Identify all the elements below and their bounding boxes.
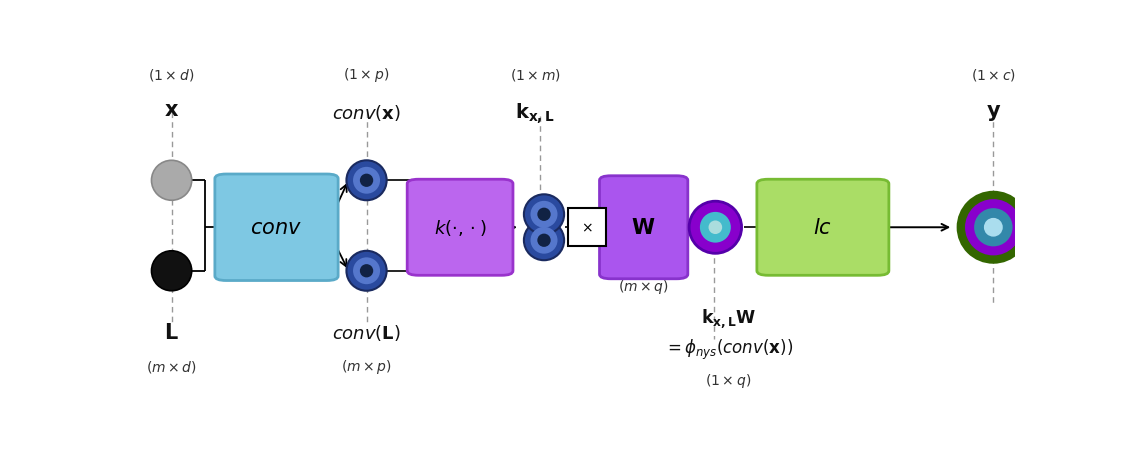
FancyBboxPatch shape: [599, 176, 688, 279]
Ellipse shape: [959, 193, 1029, 262]
Ellipse shape: [531, 202, 556, 227]
Ellipse shape: [346, 161, 387, 201]
Ellipse shape: [531, 228, 556, 253]
Ellipse shape: [538, 235, 549, 246]
Ellipse shape: [710, 222, 721, 234]
Text: $k(\cdot,\cdot)$: $k(\cdot,\cdot)$: [434, 218, 486, 238]
Ellipse shape: [985, 220, 1002, 236]
FancyBboxPatch shape: [567, 209, 606, 247]
Text: $lc$: $lc$: [813, 218, 832, 238]
Text: $conv(\mathbf{x})$: $conv(\mathbf{x})$: [332, 103, 402, 123]
Text: $(m \times q)$: $(m \times q)$: [618, 278, 669, 296]
Text: $(1 \times d)$: $(1 \times d)$: [149, 67, 195, 83]
Ellipse shape: [346, 251, 387, 291]
Text: $\mathbf{k_{x,L}}$: $\mathbf{k_{x,L}}$: [515, 101, 555, 125]
Text: $(m \times d)$: $(m \times d)$: [147, 359, 197, 375]
Text: $\mathbf{W}$: $\mathbf{W}$: [632, 218, 655, 238]
Ellipse shape: [151, 251, 192, 291]
Ellipse shape: [523, 195, 564, 235]
Ellipse shape: [538, 209, 549, 221]
Text: $(1 \times q)$: $(1 \times q)$: [705, 372, 751, 390]
Ellipse shape: [354, 259, 379, 284]
Text: $(1 \times p)$: $(1 \times p)$: [343, 66, 389, 84]
FancyBboxPatch shape: [214, 175, 338, 281]
Ellipse shape: [976, 210, 1012, 246]
Text: $conv$: $conv$: [250, 218, 302, 237]
Ellipse shape: [361, 175, 372, 186]
Ellipse shape: [523, 221, 564, 261]
Text: $\times$: $\times$: [581, 221, 592, 235]
Text: $(m \times p)$: $(m \times p)$: [341, 358, 393, 376]
Ellipse shape: [361, 266, 372, 277]
Ellipse shape: [354, 169, 379, 193]
Text: $\mathbf{x}$: $\mathbf{x}$: [164, 100, 179, 120]
Text: $conv(\mathbf{L})$: $conv(\mathbf{L})$: [332, 322, 400, 342]
Ellipse shape: [689, 202, 741, 254]
Ellipse shape: [151, 161, 192, 201]
Text: $= \phi_{nys}(conv(\mathbf{x}))$: $= \phi_{nys}(conv(\mathbf{x}))$: [664, 337, 793, 361]
Text: $(1 \times c)$: $(1 \times c)$: [971, 67, 1016, 83]
Text: $\mathbf{k_{x,L}W}$: $\mathbf{k_{x,L}W}$: [700, 307, 756, 330]
Text: $\mathbf{L}$: $\mathbf{L}$: [165, 322, 179, 342]
FancyBboxPatch shape: [757, 180, 889, 276]
Ellipse shape: [700, 213, 730, 242]
Text: $\mathbf{y}$: $\mathbf{y}$: [986, 103, 1001, 123]
Ellipse shape: [966, 201, 1021, 255]
Text: $(1 \times m)$: $(1 \times m)$: [510, 67, 561, 83]
FancyBboxPatch shape: [407, 180, 513, 276]
